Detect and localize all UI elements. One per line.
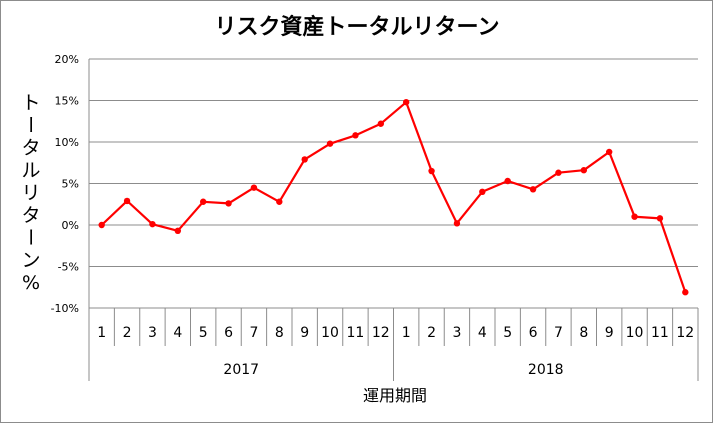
y-axis-label-char: タ	[21, 137, 40, 159]
x-tick-label: 2	[123, 325, 132, 341]
y-axis-label-char: タ	[21, 205, 40, 227]
x-tick-label: 4	[173, 325, 182, 341]
data-point	[529, 186, 537, 193]
data-point	[98, 221, 105, 229]
x-tick-label: 3	[452, 325, 461, 341]
y-axis-label-char: ル	[21, 160, 40, 182]
data-point	[580, 167, 588, 174]
y-axis-label: トータルリターン%	[19, 92, 41, 294]
x-tick-label: 9	[605, 325, 614, 341]
y-axis-label-char: ー	[19, 115, 41, 134]
y-tick-label: 10%	[55, 136, 79, 149]
year-label: 2017	[223, 362, 259, 378]
x-tick-label: 7	[249, 325, 258, 341]
x-tick-label: 1	[402, 325, 411, 341]
y-tick-label: -10%	[51, 302, 79, 315]
data-point	[682, 289, 689, 296]
x-tick-label: 1	[97, 325, 106, 341]
x-tick-label: 12	[676, 325, 694, 341]
data-point	[352, 132, 359, 139]
x-tick-label: 10	[321, 325, 339, 341]
data-point	[605, 148, 613, 156]
data-point	[631, 213, 638, 220]
y-axis-label-char: ー	[19, 227, 41, 246]
data-point	[250, 184, 258, 191]
y-tick-label: 15%	[55, 95, 79, 108]
data-point	[479, 188, 486, 195]
x-tick-label: 9	[300, 325, 309, 341]
y-tick-label: 20%	[55, 53, 79, 66]
series-layer	[98, 98, 689, 296]
data-point	[326, 140, 334, 147]
x-tick-label: 8	[275, 325, 284, 341]
data-point	[174, 227, 182, 235]
y-axis-label-char: ト	[21, 92, 40, 114]
series-line	[100, 101, 687, 293]
data-point	[555, 169, 562, 176]
y-axis-label-char: %	[22, 272, 40, 294]
data-point	[149, 220, 156, 228]
year-label: 2018	[528, 362, 564, 378]
gridlines	[89, 58, 698, 309]
data-point	[301, 156, 308, 163]
data-point	[123, 197, 131, 205]
x-tick-label: 7	[554, 325, 563, 341]
data-point	[377, 120, 385, 127]
data-point	[453, 220, 461, 227]
x-tick-label: 12	[372, 325, 390, 341]
x-tick-label: 11	[347, 325, 365, 341]
chart-title: リスク資産トータルリターン	[215, 14, 500, 40]
x-tick-label: 3	[148, 325, 157, 341]
data-point	[504, 177, 511, 185]
y-axis-label-char: ン	[21, 250, 40, 272]
x-tick-label: 8	[579, 325, 588, 341]
data-point	[276, 198, 283, 205]
y-tick-label: 0%	[62, 219, 79, 232]
x-tick-label: 4	[478, 325, 487, 341]
x-tick-label: 6	[529, 325, 538, 341]
x-axis-ticks: 1 2 3 4 5 6 7 8 9 10 11 12 1 2 3 4 5 6 7 8 9 10 11 12	[97, 308, 694, 346]
y-tick-label: -5%	[58, 261, 79, 274]
axes	[88, 59, 699, 381]
x-tick-label: 6	[224, 325, 233, 341]
data-point	[199, 198, 207, 205]
x-axis-label: 運用期間	[363, 386, 427, 405]
x-tick-label: 2	[427, 325, 436, 341]
data-point	[428, 167, 435, 175]
data-point	[225, 200, 232, 207]
x-tick-label: 11	[651, 325, 669, 341]
y-axis-ticks: -10% -5% 0% 5% 10% 15% 20%	[51, 53, 79, 315]
data-point	[656, 215, 664, 222]
x-tick-label: 10	[626, 325, 644, 341]
data-point	[402, 98, 410, 106]
x-tick-label: 5	[503, 325, 512, 341]
y-axis-label-char: リ	[21, 182, 40, 204]
x-tick-label: 5	[199, 325, 208, 341]
y-tick-label: 5%	[62, 178, 79, 191]
x-axis-year-groups: 2017 2018	[223, 308, 564, 381]
